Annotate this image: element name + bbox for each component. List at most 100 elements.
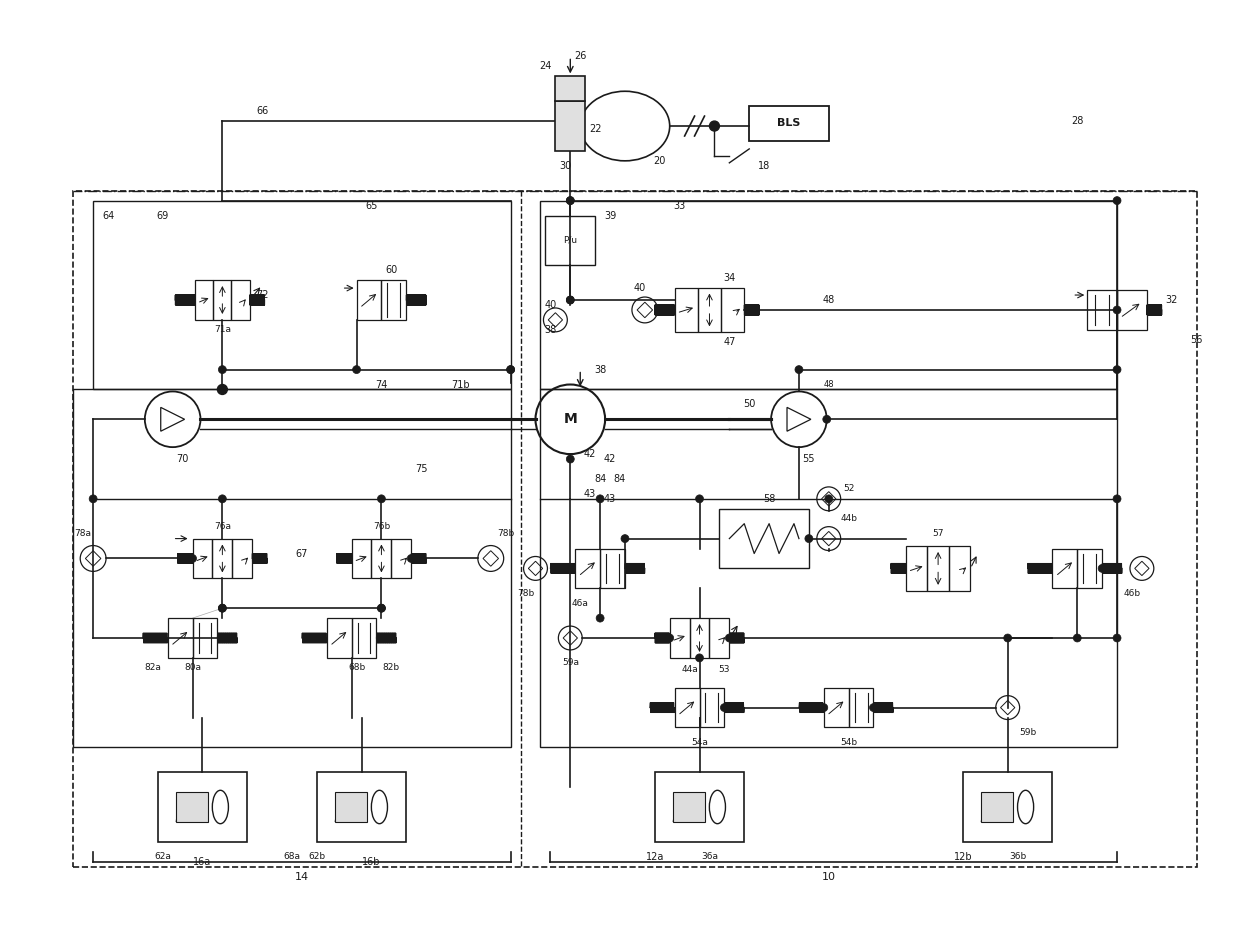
Circle shape [188, 555, 196, 562]
Circle shape [218, 365, 227, 374]
Bar [192, 618, 217, 658]
Circle shape [1099, 564, 1106, 573]
Circle shape [89, 495, 97, 502]
Text: 44b: 44b [841, 515, 857, 523]
Circle shape [805, 534, 813, 543]
Bar [327, 618, 352, 658]
Text: 39: 39 [604, 210, 616, 221]
Bar [167, 618, 192, 658]
Text: 65: 65 [366, 201, 378, 210]
Text: 38: 38 [544, 325, 557, 335]
Text: 12a: 12a [646, 852, 663, 862]
Text: 14: 14 [295, 871, 309, 882]
Text: 16b: 16b [362, 856, 381, 867]
Text: 59a: 59a [562, 658, 579, 668]
Bar [372, 539, 392, 578]
Text: 10: 10 [822, 871, 836, 882]
Circle shape [1114, 564, 1121, 573]
Bar [848, 687, 873, 728]
Bar [352, 618, 377, 658]
Text: 54b: 54b [839, 738, 857, 747]
Text: 74: 74 [376, 379, 388, 390]
Text: 50: 50 [743, 399, 755, 409]
Text: 78a: 78a [74, 529, 92, 538]
Circle shape [1003, 634, 1012, 642]
Bar [963, 772, 1053, 841]
Text: 52: 52 [843, 485, 854, 493]
Text: 20: 20 [653, 156, 666, 166]
Bar [689, 618, 709, 658]
Circle shape [696, 654, 703, 662]
Circle shape [696, 495, 703, 502]
Text: 75: 75 [415, 464, 428, 474]
Bar [73, 191, 1197, 867]
Text: 62b: 62b [309, 853, 325, 861]
Text: 43: 43 [584, 489, 596, 499]
Circle shape [1114, 196, 1121, 205]
Text: 47: 47 [723, 337, 735, 346]
Circle shape [1074, 634, 1081, 642]
Text: 70: 70 [176, 454, 188, 464]
Circle shape [596, 495, 604, 502]
Bar [1117, 290, 1147, 330]
Text: 44a: 44a [681, 666, 698, 674]
Bar [392, 539, 412, 578]
Bar [73, 390, 511, 747]
Bar [655, 772, 744, 841]
Circle shape [795, 365, 804, 374]
Circle shape [720, 703, 728, 712]
Text: 24: 24 [539, 61, 552, 71]
Bar [949, 546, 971, 591]
Text: 82a: 82a [144, 663, 161, 672]
Bar [93, 201, 511, 390]
Bar [719, 509, 808, 568]
Text: 55: 55 [802, 454, 815, 464]
Text: 36b: 36b [1009, 853, 1027, 861]
Text: 71a: 71a [213, 325, 231, 334]
Bar [335, 793, 367, 822]
Text: 72: 72 [255, 290, 268, 300]
Bar [749, 106, 828, 141]
Circle shape [709, 121, 719, 131]
Text: 78b: 78b [517, 589, 534, 598]
Text: 34: 34 [723, 273, 735, 284]
Circle shape [823, 415, 831, 423]
Bar [316, 772, 407, 841]
Text: 80a: 80a [184, 663, 201, 672]
Text: 30: 30 [559, 161, 572, 171]
Circle shape [507, 365, 515, 374]
Bar [556, 76, 585, 101]
Text: BLS: BLS [777, 118, 801, 128]
Text: 48: 48 [822, 295, 835, 305]
Text: 59b: 59b [1019, 728, 1037, 737]
Bar [905, 546, 928, 591]
Text: 57: 57 [932, 529, 944, 538]
Circle shape [377, 495, 386, 502]
Text: 67: 67 [295, 548, 308, 559]
Text: 76a: 76a [213, 522, 231, 531]
Bar [541, 201, 1117, 390]
Bar [195, 280, 213, 320]
Bar [157, 772, 247, 841]
Text: 22: 22 [589, 124, 601, 134]
Circle shape [567, 196, 574, 205]
Bar [672, 793, 704, 822]
Bar [600, 548, 625, 589]
Bar [556, 101, 585, 151]
Bar [192, 539, 212, 578]
Text: 84: 84 [594, 474, 606, 484]
Circle shape [1114, 365, 1121, 374]
Circle shape [352, 365, 361, 374]
Text: 62a: 62a [154, 853, 171, 861]
Bar [675, 687, 699, 728]
Bar [699, 687, 724, 728]
Text: 16a: 16a [193, 856, 212, 867]
Bar [1087, 290, 1117, 330]
Circle shape [567, 196, 574, 205]
Text: 54a: 54a [691, 738, 708, 747]
Circle shape [825, 495, 833, 502]
Circle shape [725, 634, 733, 642]
Circle shape [218, 495, 227, 502]
Text: 28: 28 [1071, 116, 1084, 126]
Text: 48: 48 [823, 380, 835, 389]
